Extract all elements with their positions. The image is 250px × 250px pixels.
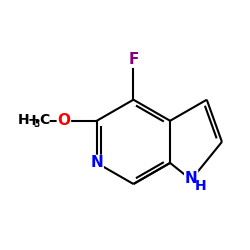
Text: C: C (40, 113, 50, 127)
Text: O: O (58, 113, 70, 128)
Text: N: N (185, 170, 198, 186)
Text: N: N (90, 156, 103, 170)
Text: F: F (128, 52, 138, 67)
Text: H: H (18, 113, 29, 127)
Text: H: H (195, 179, 206, 193)
Text: 3: 3 (34, 119, 40, 129)
Text: H: H (24, 114, 36, 128)
